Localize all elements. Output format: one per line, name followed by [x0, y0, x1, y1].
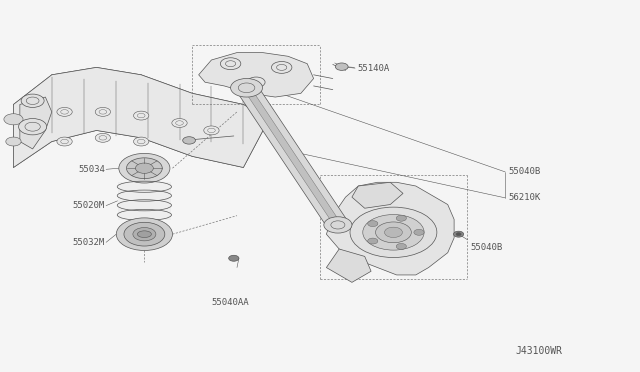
Circle shape	[4, 114, 23, 125]
Circle shape	[228, 255, 239, 261]
Text: 55032M: 55032M	[72, 238, 105, 247]
Circle shape	[414, 230, 424, 235]
Circle shape	[136, 163, 154, 173]
Text: 55034: 55034	[78, 165, 105, 174]
Polygon shape	[236, 86, 349, 227]
Polygon shape	[326, 182, 454, 275]
Circle shape	[204, 126, 219, 135]
Text: 55040B: 55040B	[508, 167, 541, 176]
Circle shape	[133, 228, 156, 241]
Text: J43100WR: J43100WR	[516, 346, 563, 356]
Circle shape	[367, 221, 378, 227]
Circle shape	[396, 215, 406, 221]
Polygon shape	[198, 52, 314, 97]
Circle shape	[363, 215, 424, 250]
Text: 55020M: 55020M	[72, 201, 105, 210]
Polygon shape	[118, 182, 172, 220]
Circle shape	[6, 137, 21, 146]
Circle shape	[21, 94, 44, 108]
Circle shape	[95, 134, 111, 142]
Circle shape	[57, 108, 72, 116]
Text: 55040B: 55040B	[470, 243, 502, 251]
Polygon shape	[243, 87, 342, 226]
Circle shape	[57, 137, 72, 146]
Circle shape	[182, 137, 195, 144]
Circle shape	[230, 78, 262, 97]
Polygon shape	[352, 182, 403, 208]
Circle shape	[172, 119, 187, 128]
Circle shape	[134, 111, 149, 120]
Polygon shape	[20, 97, 52, 149]
Circle shape	[350, 207, 437, 257]
Circle shape	[396, 243, 406, 249]
Circle shape	[454, 231, 464, 237]
Circle shape	[95, 108, 111, 116]
Text: 56210K: 56210K	[508, 193, 541, 202]
Circle shape	[134, 137, 149, 146]
Circle shape	[376, 222, 412, 243]
Circle shape	[456, 233, 461, 235]
Text: 55140A: 55140A	[357, 64, 389, 73]
Circle shape	[124, 222, 165, 246]
Circle shape	[271, 61, 292, 73]
Circle shape	[385, 227, 403, 237]
Polygon shape	[13, 67, 269, 167]
Ellipse shape	[138, 231, 152, 237]
Circle shape	[335, 63, 348, 70]
Polygon shape	[326, 249, 371, 282]
Circle shape	[119, 153, 170, 183]
Circle shape	[19, 119, 47, 135]
Circle shape	[367, 238, 378, 244]
Circle shape	[127, 158, 163, 179]
Circle shape	[116, 218, 173, 250]
Circle shape	[220, 58, 241, 70]
Circle shape	[324, 217, 352, 233]
Text: 55040AA: 55040AA	[211, 298, 249, 307]
Circle shape	[247, 77, 265, 87]
